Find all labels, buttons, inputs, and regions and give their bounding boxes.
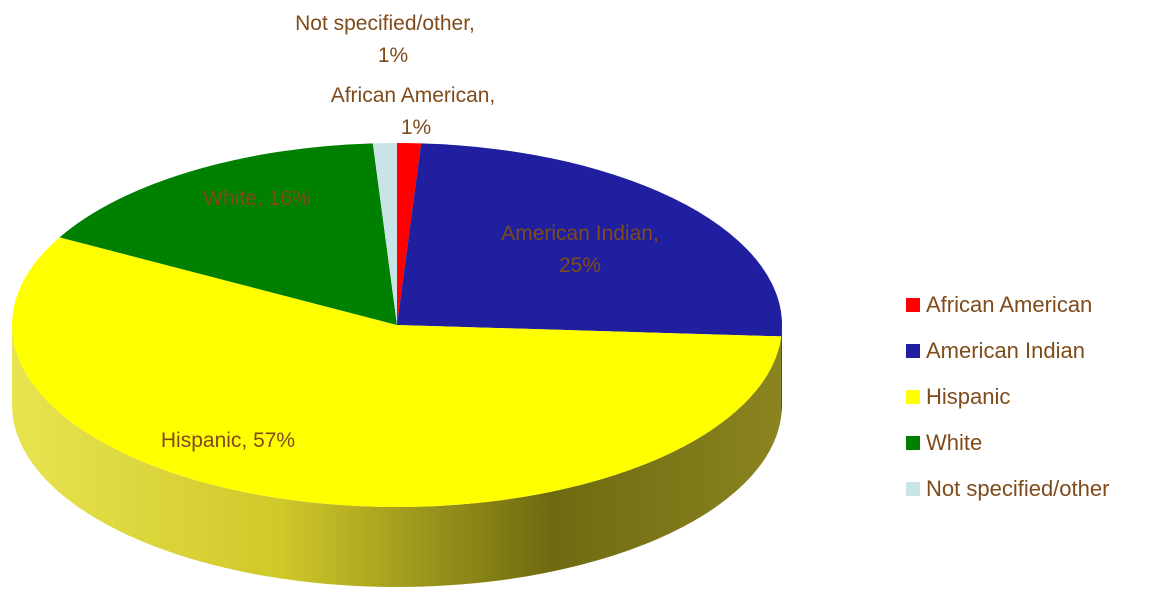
legend: African American American Indian Hispani… xyxy=(906,282,1109,512)
slice-american-indian xyxy=(397,143,782,337)
side-hispanic xyxy=(12,325,782,587)
slice-white xyxy=(59,143,398,325)
label-american-indian-line2: 25% xyxy=(559,254,601,277)
legend-swatch xyxy=(906,298,920,312)
legend-label: White xyxy=(926,430,983,455)
legend-item-not-specified: Not specified/other xyxy=(906,466,1109,512)
legend-item-african-american: African American xyxy=(906,282,1109,328)
label-hispanic: Hispanic, 57% xyxy=(161,429,295,452)
legend-item-white: White xyxy=(906,420,1109,466)
legend-item-american-indian: American Indian xyxy=(906,328,1109,374)
slice-african-american xyxy=(397,143,422,325)
legend-swatch xyxy=(906,344,920,358)
legend-label: American Indian xyxy=(926,338,1085,363)
label-not-specified-line2: 1% xyxy=(378,44,408,67)
pie-slices xyxy=(12,143,782,507)
legend-label: Not specified/other xyxy=(926,476,1110,501)
legend-label: Hispanic xyxy=(926,384,1011,409)
label-not-specified-line1: Not specified/other, xyxy=(295,12,475,35)
legend-label: African American xyxy=(926,292,1093,317)
side-american-indian xyxy=(781,325,782,417)
pie-sides xyxy=(12,325,782,587)
slice-not-specified-other xyxy=(372,143,397,325)
legend-item-hispanic: Hispanic xyxy=(906,374,1109,420)
slice-labels: Not specified/other, 1% African American… xyxy=(161,12,659,452)
label-african-american-line2: 1% xyxy=(401,116,431,139)
legend-swatch xyxy=(906,482,920,496)
label-african-american-line1: African American, xyxy=(331,84,496,107)
label-american-indian-line1: American Indian, xyxy=(501,222,659,245)
legend-swatch xyxy=(906,390,920,404)
slice-hispanic xyxy=(12,237,782,507)
legend-swatch xyxy=(906,436,920,450)
label-white: White, 16% xyxy=(203,187,310,210)
